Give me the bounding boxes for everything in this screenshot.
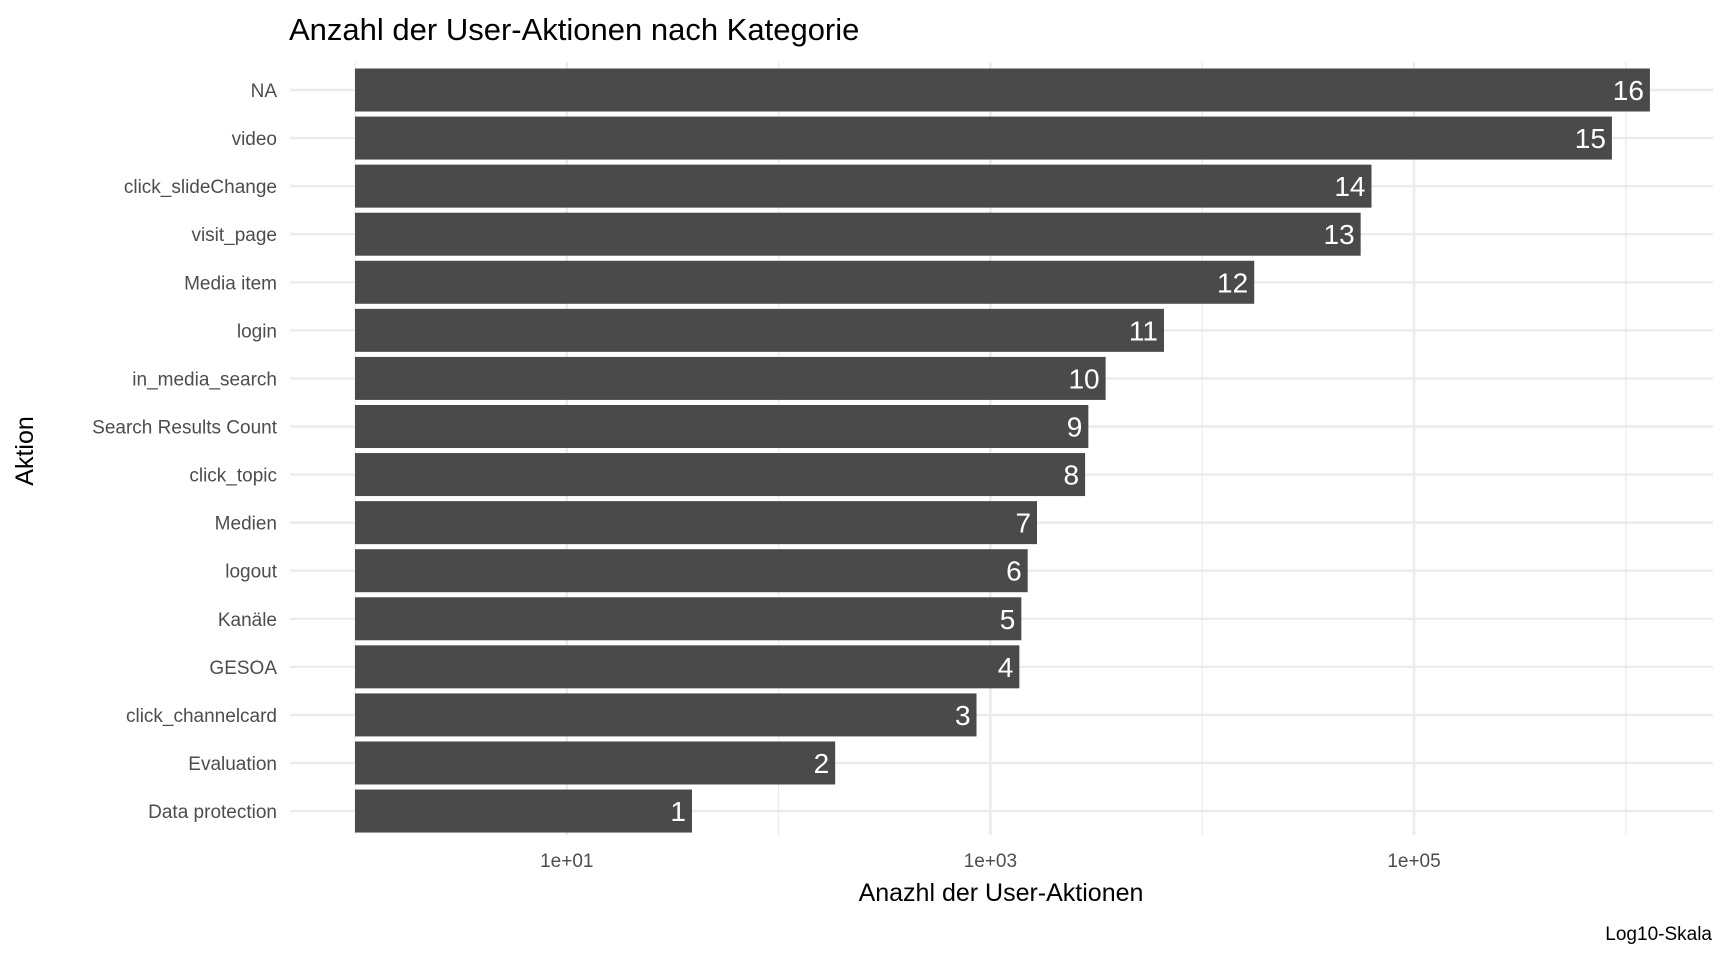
category-label: visit_page — [191, 225, 277, 246]
x-tick-labels: 1e+01 1e+03 1e+05 — [540, 851, 1441, 872]
bar — [355, 164, 1372, 208]
bar — [355, 597, 1022, 641]
category-label: click_channelcard — [126, 706, 277, 727]
bar — [355, 212, 1361, 256]
category-label: Media item — [184, 273, 277, 294]
data-label: 7 — [1015, 508, 1031, 539]
category-label: click_slideChange — [124, 177, 277, 198]
x-tick-label: 1e+05 — [1387, 851, 1440, 872]
category-label: click_topic — [189, 466, 277, 487]
bar — [355, 68, 1650, 112]
category-label: Kanäle — [218, 610, 277, 631]
data-label: 4 — [998, 652, 1014, 683]
category-label: video — [232, 129, 277, 150]
bar — [355, 789, 692, 833]
data-label: 2 — [814, 748, 830, 779]
bar — [355, 404, 1089, 448]
data-label: 5 — [1000, 604, 1016, 635]
x-tick-label: 1e+01 — [540, 851, 593, 872]
data-label: 10 — [1068, 363, 1099, 394]
bar — [355, 693, 977, 737]
bar — [355, 356, 1106, 400]
caption: Log10-Skala — [1605, 924, 1712, 945]
category-label: logout — [225, 562, 277, 583]
bar — [355, 549, 1028, 593]
bar — [355, 741, 836, 785]
data-label: 15 — [1575, 123, 1606, 154]
data-label: 13 — [1324, 219, 1355, 250]
category-labels: NA video click_slideChange visit_page Media … — [92, 81, 278, 823]
category-label: in_media_search — [132, 369, 277, 390]
category-label: login — [237, 321, 277, 342]
data-label: 3 — [955, 700, 971, 731]
data-label: 6 — [1006, 556, 1022, 587]
bar — [355, 260, 1255, 304]
data-label: 16 — [1613, 75, 1644, 106]
category-label: NA — [251, 81, 278, 102]
category-label: GESOA — [209, 658, 277, 679]
category-label: Medien — [215, 514, 277, 535]
chart-title: Anzahl der User-Aktionen nach Kategorie — [289, 12, 859, 47]
data-label: 11 — [1129, 315, 1158, 346]
data-label: 9 — [1067, 411, 1083, 442]
data-label: 8 — [1064, 460, 1080, 491]
bar — [355, 645, 1020, 689]
bar — [355, 308, 1164, 352]
bar — [355, 453, 1086, 497]
category-label: Evaluation — [188, 754, 277, 775]
x-axis-title: Anazhl der User-Aktionen — [859, 879, 1144, 907]
data-label: 1 — [670, 796, 686, 827]
data-label: 14 — [1334, 171, 1365, 202]
y-axis-title: Aktion — [11, 416, 39, 485]
data-label: 12 — [1217, 267, 1248, 298]
category-label: Search Results Count — [92, 417, 278, 438]
x-tick-label: 1e+03 — [964, 851, 1017, 872]
bar — [355, 501, 1038, 545]
category-label: Data protection — [148, 802, 277, 823]
bar — [355, 116, 1612, 160]
